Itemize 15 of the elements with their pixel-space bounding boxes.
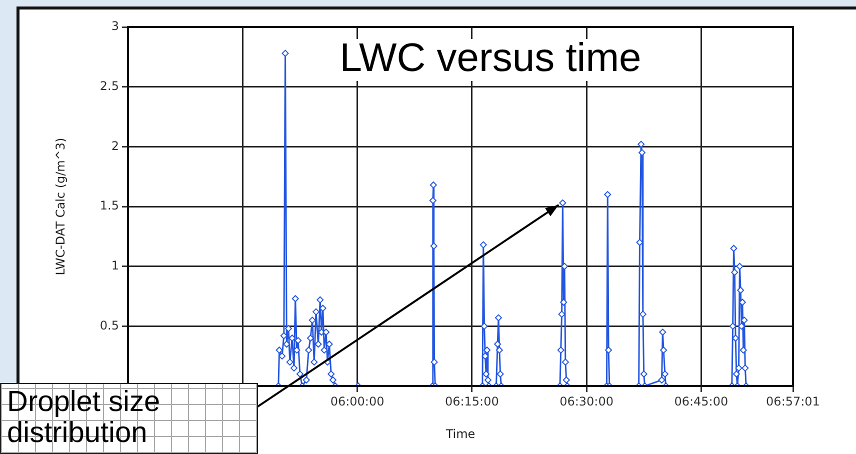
y-axis-title: LWC-DAT Calc (g/m^3)	[53, 138, 68, 276]
x-tick-label: 06:57:01	[766, 394, 820, 408]
x-axis-title: Time	[444, 426, 476, 441]
x-tick-label: 06:00:00	[330, 394, 384, 408]
chart-title: LWC versus time	[340, 36, 642, 80]
y-tick-label: 2.5	[100, 78, 119, 93]
y-tick-label: 1	[111, 258, 119, 272]
y-tick-label: 3	[111, 19, 119, 34]
y-tick-label: 1.5	[100, 198, 119, 213]
x-tick-label: 06:30:00	[560, 394, 614, 408]
x-tick-label: 06:45:00	[674, 394, 728, 408]
y-tick-label: 0.5	[100, 318, 119, 332]
x-tick-label: 06:15:00	[444, 394, 499, 408]
y-tick-label: 2	[111, 138, 119, 153]
grid-paper-card: Droplet size distribution	[0, 383, 258, 454]
